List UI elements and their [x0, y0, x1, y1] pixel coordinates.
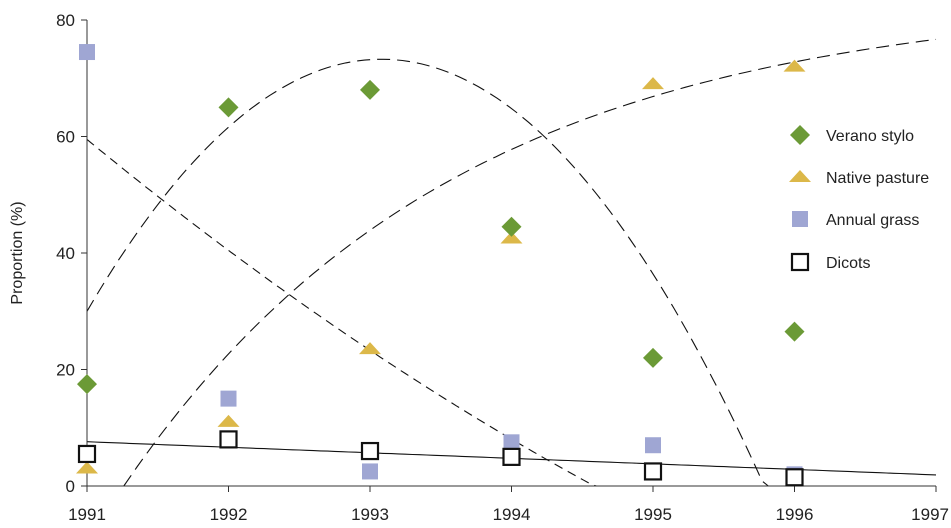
data-point — [360, 79, 380, 100]
x-tick-label: 1994 — [493, 505, 531, 524]
data-point — [359, 342, 381, 355]
data-point — [217, 414, 240, 427]
data-point — [503, 434, 520, 451]
data-point — [79, 44, 95, 61]
ticks: 1991 1992 1993 1994 1995 1996 1997 0 20 40 60 80 — [56, 11, 949, 524]
legend-label: Verano stylo — [826, 128, 914, 145]
data-point — [784, 321, 805, 342]
legend-marker — [789, 170, 811, 182]
x-tick-label: 1993 — [351, 505, 389, 524]
legend: Verano stylo Native pasture Annual grass Di… — [789, 125, 929, 272]
data-point — [502, 447, 521, 466]
data-point — [643, 462, 663, 481]
y-tick-label: 40 — [56, 244, 75, 263]
x-tick-label: 1992 — [210, 505, 248, 524]
data-point — [77, 444, 97, 464]
data-point — [362, 463, 378, 480]
y-tick-label: 60 — [56, 128, 75, 147]
legend-marker — [790, 252, 810, 272]
data-point — [220, 390, 237, 407]
y-axis-title: Proportion (%) — [9, 201, 26, 304]
data-point — [501, 216, 522, 237]
data-point — [360, 441, 380, 461]
data-point — [785, 468, 804, 487]
legend-label: Annual grass — [826, 212, 919, 229]
x-tick-label: 1996 — [776, 505, 814, 524]
legend-label: Dicots — [826, 255, 870, 272]
legend-marker — [792, 211, 808, 227]
data-point — [77, 374, 97, 395]
data-point — [643, 347, 663, 368]
fit-line — [86, 58, 844, 487]
x-tick-label: 1997 — [911, 505, 949, 524]
y-tick-label: 80 — [56, 11, 75, 30]
fit-line — [86, 138, 597, 487]
y-tick-label: 20 — [56, 361, 75, 380]
y-tick-label: 0 — [66, 477, 75, 496]
x-tick-label: 1995 — [634, 505, 672, 524]
data-point — [218, 97, 239, 118]
legend-label: Native pasture — [826, 170, 929, 187]
legend-marker — [790, 125, 810, 145]
data-point — [783, 59, 806, 72]
data-point — [219, 430, 238, 449]
data-points — [76, 44, 806, 487]
x-tick-label: 1991 — [68, 505, 106, 524]
fit-line — [123, 38, 937, 487]
data-point — [500, 231, 523, 244]
data-point — [76, 461, 98, 474]
data-point — [645, 437, 661, 454]
data-point — [642, 77, 664, 90]
